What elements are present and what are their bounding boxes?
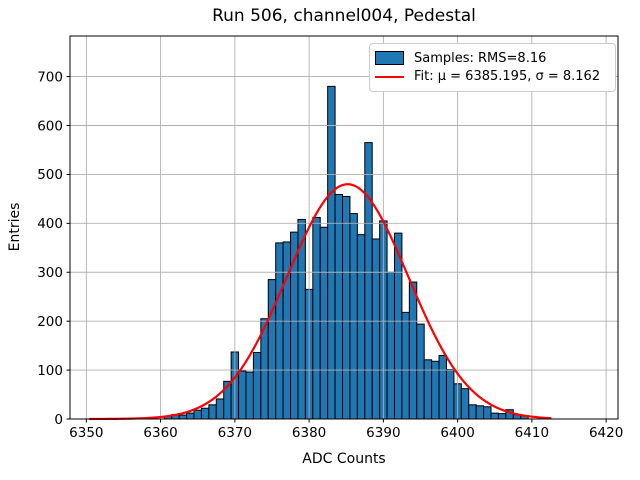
histogram-bar: [193, 409, 202, 420]
chart-title: Run 506, channel004, Pedestal: [212, 6, 476, 26]
histogram-bar: [245, 371, 254, 420]
histogram-bar: [356, 234, 366, 420]
histogram-bar: [490, 412, 499, 420]
histogram-bar: [438, 354, 447, 420]
x-axis-label: ADC Counts: [302, 451, 386, 467]
histogram-bar: [186, 412, 195, 420]
histogram-bar: [178, 414, 188, 420]
histogram-bar: [349, 213, 358, 420]
gaussian-fit-line: [88, 183, 552, 421]
histogram-bar: [423, 359, 433, 420]
y-tick-label: 400: [37, 216, 63, 232]
histogram-bar: [483, 406, 492, 420]
legend-handle-patch: [375, 51, 404, 66]
y-tick-label: 100: [37, 363, 63, 379]
histogram-bar: [327, 85, 336, 420]
y-axis-label: Entries: [7, 202, 23, 252]
histogram-bar: [200, 407, 210, 420]
legend-label-fit: Fit: μ = 6385.195, σ = 8.162: [414, 69, 601, 85]
histogram-bar: [364, 142, 373, 420]
histogram-bar: [386, 271, 396, 420]
histogram-bar: [445, 369, 455, 420]
histogram-bar: [275, 242, 284, 420]
histogram-bar: [238, 370, 247, 420]
histogram-bar: [416, 323, 425, 420]
x-tick-label: 6360: [143, 425, 177, 441]
x-tick-label: 6350: [69, 425, 103, 441]
legend-entry-fit: Fit: μ = 6385.195, σ = 8.162: [375, 68, 609, 86]
histogram-bar: [342, 195, 351, 420]
histogram-bar: [267, 279, 277, 420]
fit-line-swatch-icon: [375, 75, 404, 78]
legend: Samples: RMS=8.16 Fit: μ = 6385.195, σ =…: [369, 43, 616, 92]
histogram-bar: [401, 311, 410, 420]
histogram-bar: [208, 404, 217, 420]
x-tick-label: 6390: [366, 425, 400, 441]
x-tick-label: 6380: [292, 425, 326, 441]
y-tick-label: 200: [37, 314, 63, 330]
y-tick-label: 600: [37, 118, 63, 134]
histogram-bar: [319, 226, 329, 420]
tick-labels: 6350 6360 6370 6380 6390 6400 6410 6420 0 100 200 3…: [37, 69, 623, 441]
histogram-bar: [468, 404, 477, 420]
histogram-bar: [312, 216, 321, 420]
legend-entry-samples: Samples: RMS=8.16: [375, 49, 609, 67]
histogram-bar: [497, 413, 507, 420]
axes-frame: [69, 35, 619, 420]
histogram-bars: [163, 85, 529, 420]
y-tick-label: 0: [54, 412, 63, 428]
x-tick-label: 6370: [218, 425, 252, 441]
histogram-bar: [215, 398, 225, 420]
histogram-bar: [371, 238, 381, 420]
histogram-bar: [408, 281, 418, 420]
grid-lines: [70, 36, 618, 420]
y-tick-label: 500: [37, 167, 63, 183]
y-tick-label: 700: [37, 69, 63, 85]
histogram-bar: [334, 193, 344, 420]
y-tick-label: 300: [37, 265, 63, 281]
legend-label-samples: Samples: RMS=8.16: [414, 50, 547, 66]
x-tick-label: 6420: [589, 425, 623, 441]
histogram-bar: [460, 388, 470, 420]
tick-marks: [66, 76, 607, 423]
histogram-swatch-icon: [375, 51, 404, 66]
histogram-bar: [475, 405, 485, 420]
legend-handle-line: [375, 75, 404, 78]
histogram-bar: [252, 351, 262, 420]
x-tick-label: 6400: [440, 425, 474, 441]
x-tick-label: 6410: [515, 425, 549, 441]
